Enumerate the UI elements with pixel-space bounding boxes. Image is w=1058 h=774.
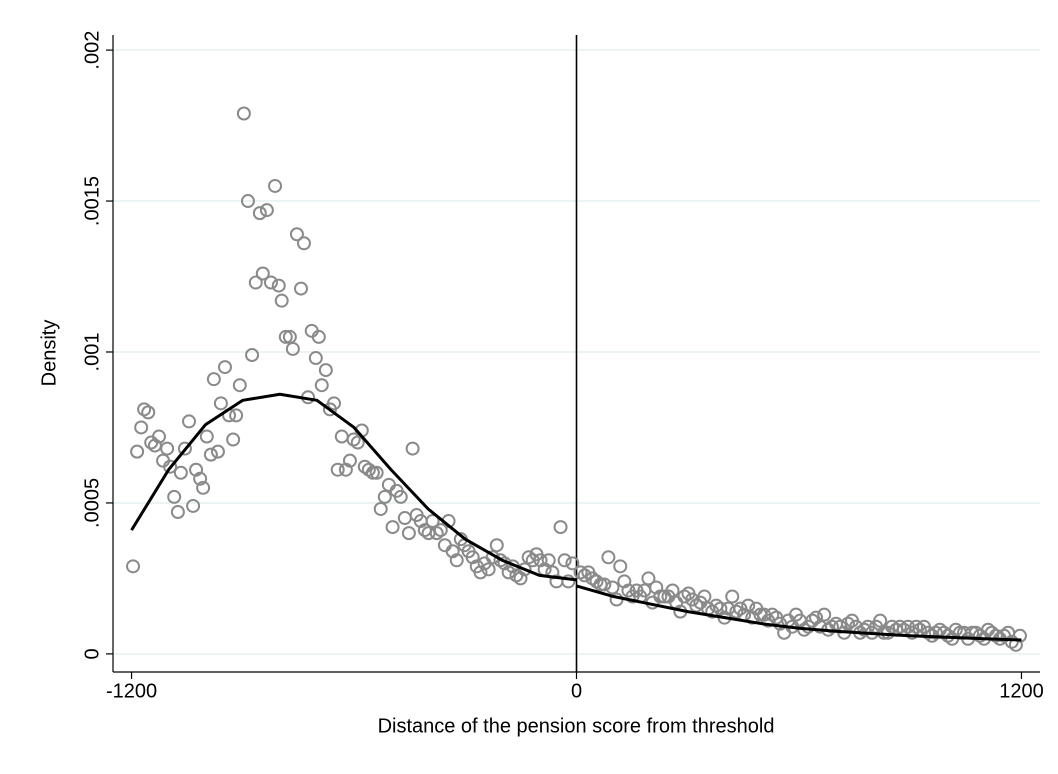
data-point xyxy=(725,589,740,604)
data-point xyxy=(369,465,384,480)
data-point xyxy=(517,562,532,577)
data-point xyxy=(405,441,420,456)
data-point xyxy=(665,583,680,598)
data-point xyxy=(163,459,178,474)
y-tick-label: .0015 xyxy=(81,176,103,226)
data-point xyxy=(393,489,408,504)
data-point xyxy=(203,447,218,462)
data-point xyxy=(597,577,612,592)
data-point xyxy=(130,444,145,459)
data-point xyxy=(167,489,182,504)
y-axis-title: Density xyxy=(38,320,60,387)
data-point xyxy=(433,523,448,538)
data-point xyxy=(236,106,251,121)
data-point xyxy=(873,613,888,628)
data-point xyxy=(489,538,504,553)
x-tick-label: 1200 xyxy=(999,680,1044,702)
data-point xyxy=(373,501,388,516)
data-point xyxy=(186,498,201,513)
data-point xyxy=(425,514,440,529)
data-point xyxy=(293,281,308,296)
fit-line xyxy=(576,584,1022,642)
data-point xyxy=(245,348,260,363)
data-point xyxy=(481,562,496,577)
data-point xyxy=(206,372,221,387)
data-point xyxy=(141,405,156,420)
data-point xyxy=(553,520,568,535)
data-point xyxy=(605,580,620,595)
data-point xyxy=(252,206,267,221)
data-point xyxy=(182,414,197,429)
data-point xyxy=(401,526,416,541)
data-point xyxy=(285,341,300,356)
data-point xyxy=(248,275,263,290)
data-point xyxy=(296,236,311,251)
data-point xyxy=(173,465,188,480)
data-point xyxy=(311,329,326,344)
data-point xyxy=(377,489,392,504)
fit-line xyxy=(130,392,577,582)
y-tick-label: 0 xyxy=(81,648,103,659)
data-point xyxy=(641,571,656,586)
data-point xyxy=(193,471,208,486)
data-point xyxy=(170,504,185,519)
x-axis-title: Distance of the pension score from thres… xyxy=(378,715,775,737)
y-tick-label: .002 xyxy=(81,31,103,70)
data-point xyxy=(226,432,241,447)
data-point xyxy=(199,429,214,444)
y-tick-label: .0005 xyxy=(81,478,103,528)
data-point xyxy=(255,266,270,281)
data-point xyxy=(151,429,166,444)
data-point xyxy=(557,553,572,568)
data-point xyxy=(318,363,333,378)
data-point xyxy=(274,293,289,308)
data-point xyxy=(330,462,345,477)
data-point xyxy=(561,574,576,589)
data-point xyxy=(350,435,365,450)
data-point xyxy=(817,607,832,622)
data-point xyxy=(909,619,924,634)
data-point xyxy=(232,378,247,393)
x-tick-label: -1200 xyxy=(106,680,157,702)
data-point xyxy=(259,203,274,218)
data-point xyxy=(210,444,225,459)
data-point xyxy=(365,465,380,480)
data-point xyxy=(126,559,141,574)
data-point xyxy=(289,227,304,242)
data-point xyxy=(565,556,580,571)
data-point xyxy=(134,420,149,435)
data-point xyxy=(196,480,211,495)
data-point xyxy=(160,441,175,456)
data-point xyxy=(653,589,668,604)
data-point xyxy=(213,396,228,411)
data-point xyxy=(263,275,278,290)
data-point xyxy=(541,553,556,568)
data-point xyxy=(240,194,255,209)
data-point xyxy=(278,329,293,344)
data-point xyxy=(342,453,357,468)
data-point xyxy=(314,378,329,393)
y-tick-label: .001 xyxy=(81,333,103,372)
data-point xyxy=(177,441,192,456)
data-point xyxy=(1012,628,1027,643)
data-point xyxy=(601,550,616,565)
data-point xyxy=(449,553,464,568)
data-point xyxy=(326,396,341,411)
data-point xyxy=(308,351,323,366)
data-point xyxy=(697,589,712,604)
data-point xyxy=(271,278,286,293)
x-tick-label: 0 xyxy=(571,680,582,702)
data-point xyxy=(268,178,283,193)
data-point xyxy=(385,520,400,535)
data-point xyxy=(217,360,232,375)
data-point xyxy=(741,598,756,613)
data-point xyxy=(613,559,628,574)
data-point xyxy=(577,568,592,583)
data-point xyxy=(229,408,244,423)
